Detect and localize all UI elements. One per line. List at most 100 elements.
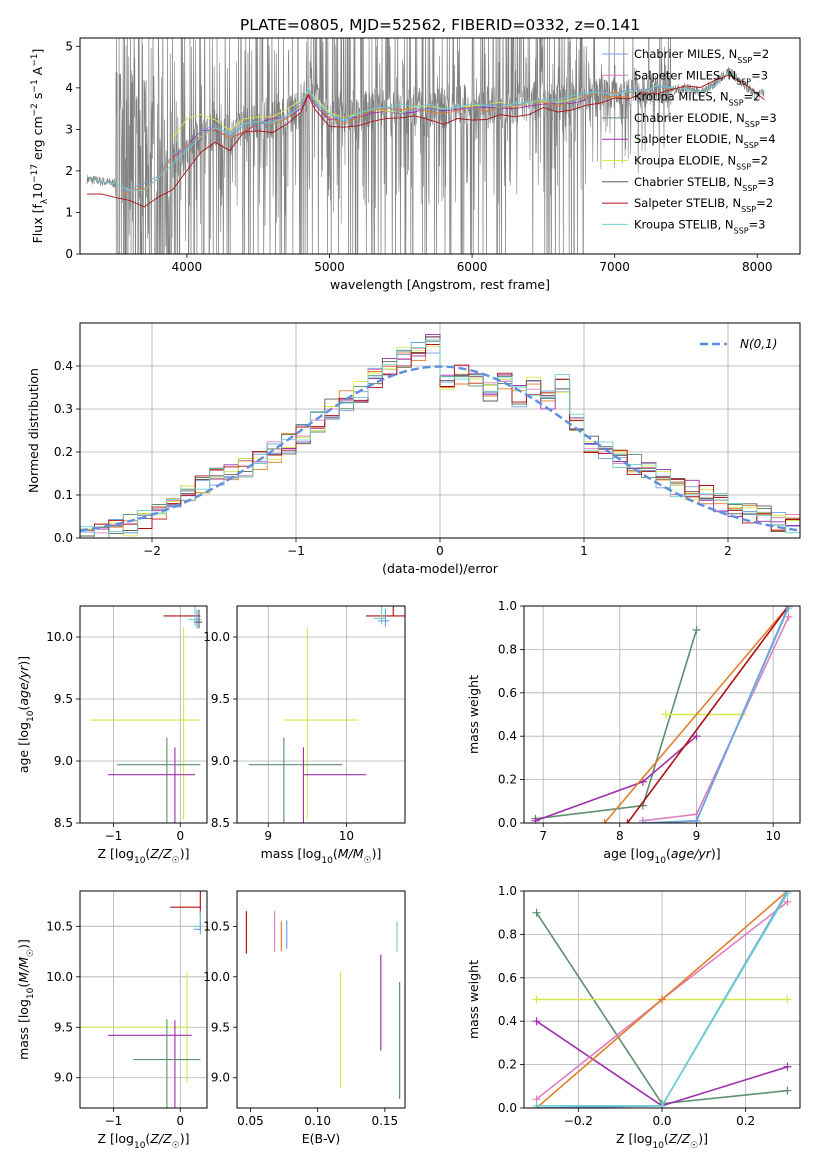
x-tick-label: 9	[264, 829, 272, 843]
x-tick-label: −0.2	[564, 1114, 593, 1128]
axes-mass_vs_ebv: 0.05 0.10 0.15 9.0 9.5 10.0 10.5 E(B-V)	[203, 890, 406, 1146]
legend-label: Chabrier MILES, NSSP=2	[634, 47, 769, 65]
x-tick-label: 8000	[742, 260, 773, 274]
x-axis-label: wavelength [Angstrom, rest frame]	[330, 277, 550, 292]
x-tick-label: 0	[436, 544, 444, 558]
y-tick-label: 1.0	[498, 599, 517, 613]
axes-frame	[79, 605, 208, 824]
y-tick-label: 0.8	[498, 642, 517, 656]
axes-age_vs_Z: −1 0 8.5 9.0 9.5 10.0 Z [log10(Z/Z☉)] age [log1…	[16, 605, 208, 866]
data-marker	[638, 819, 647, 823]
y-tick-label: 10.0	[46, 970, 73, 984]
axes-massweight_vs_age: 7 8 9 10 0.0 0.2 0.4 0.6 0.8 1.0 age [log10(age/yr…	[466, 599, 801, 866]
y-tick-label: 9.0	[54, 754, 73, 768]
y-tick-label: 10.0	[46, 630, 73, 644]
y-tick-label: 0.2	[54, 445, 73, 459]
axes-frame	[79, 37, 801, 255]
data-marker	[783, 1086, 792, 1095]
mass_vs_Z-plot-area	[80, 891, 201, 1108]
x-tick-label: 0.15	[371, 1114, 398, 1128]
age_vs_mass-plot-area	[248, 606, 405, 823]
legend-label: Kroupa STELIB, NSSP=3	[634, 217, 765, 235]
axes-frame	[236, 605, 406, 824]
data-marker	[531, 816, 540, 823]
y-tick-label: 9.5	[54, 692, 73, 706]
x-tick-label: 8	[616, 829, 624, 843]
massweight_vs_Z-plot-area	[532, 891, 792, 1108]
data-marker	[661, 710, 670, 719]
y-tick-label: 0.6	[498, 971, 517, 985]
model-spectrum	[87, 74, 765, 208]
axes-frame	[523, 605, 801, 824]
y-axis-label: mass [log10(M/M☉)]	[16, 939, 36, 1060]
axes-spectrum: 4000 5000 6000 7000 8000 0 1 2 3 4 5 wavelength [An…	[30, 37, 801, 292]
x-axis-label: Z [log10(Z/Z☉)]	[98, 1131, 190, 1151]
x-tick-label: −2	[143, 544, 161, 558]
y-tick-label: 2	[65, 164, 73, 178]
legend: N(0,1)	[700, 337, 777, 351]
x-tick-label: 7	[539, 829, 547, 843]
y-axis-label: Flux [fλ10−17 erg cm−2 s−1 A−1]	[30, 49, 50, 244]
y-tick-label: 10.5	[46, 919, 73, 933]
data-marker	[784, 612, 793, 621]
axes-frame	[236, 890, 406, 1109]
y-tick-label: 9.0	[54, 1071, 73, 1085]
mass-weight-line	[626, 606, 790, 823]
data-marker	[532, 1101, 541, 1108]
x-tick-label: 0	[176, 829, 184, 843]
y-tick-label: 9.5	[211, 692, 230, 706]
x-tick-label: −1	[105, 829, 123, 843]
x-tick-label: 0	[176, 1114, 184, 1128]
mass-weight-line	[642, 616, 790, 822]
legend-label: Chabrier ELODIE, NSSP=3	[634, 111, 777, 128]
x-axis-label: Z [log10(Z/Z☉)]	[98, 846, 190, 866]
data-marker	[623, 819, 632, 823]
x-tick-label: 0.05	[237, 1114, 264, 1128]
y-tick-label: 10.0	[203, 630, 230, 644]
axes-frame	[523, 890, 801, 1109]
legend-label: Chabrier STELIB, NSSP=3	[634, 175, 774, 193]
x-tick-label: 7000	[599, 260, 630, 274]
y-tick-label: 0.0	[54, 531, 73, 545]
y-tick-label: 3	[65, 122, 73, 136]
y-tick-label: 1.0	[498, 884, 517, 898]
data-marker	[783, 995, 792, 1004]
model-spectrum	[122, 85, 672, 193]
data-marker	[532, 1017, 541, 1026]
axes-mass_vs_Z: −1 0 9.0 9.5 10.0 10.5 Z [log10(Z/Z☉)] mass [lo…	[16, 890, 208, 1151]
figure-title: PLATE=0805, MJD=52562, FIBERID=0332, z=0…	[240, 16, 640, 34]
y-tick-label: 5	[65, 39, 73, 53]
x-tick-label: 5000	[314, 260, 345, 274]
y-tick-label: 10.5	[203, 919, 230, 933]
model-spectrum	[86, 70, 765, 191]
x-tick-label: 2	[724, 544, 732, 558]
y-tick-label: 0	[65, 247, 73, 261]
y-tick-label: 0.4	[498, 729, 517, 743]
x-tick-label: −1	[287, 544, 305, 558]
data-marker	[692, 732, 701, 741]
x-tick-label: 0.10	[304, 1114, 331, 1128]
y-tick-label: 9.0	[211, 754, 230, 768]
age_vs_Z-plot-area	[90, 606, 203, 823]
axes-age_vs_mass: 9 10 8.5 9.0 9.5 10.0 mass [log10(M/M☉)]	[203, 605, 406, 866]
x-tick-label: 10	[766, 829, 781, 843]
data-marker	[600, 819, 609, 823]
legend-label: Kroupa MILES, NSSP=2	[634, 90, 760, 108]
y-axis-label: age [log10(age/yr)]	[16, 656, 36, 773]
observed-spectrum	[86, 38, 765, 254]
normal-curve	[80, 365, 800, 532]
axes-frame	[79, 322, 801, 539]
massweight_vs_age-plot-area	[531, 606, 793, 823]
y-tick-label: 0.1	[54, 488, 73, 502]
y-tick-label: 9.5	[54, 1020, 73, 1034]
data-marker	[783, 891, 792, 898]
x-tick-label: 4000	[172, 260, 203, 274]
y-tick-label: 0.0	[498, 816, 517, 830]
mass-weight-line	[535, 629, 698, 820]
y-tick-label: 0.8	[498, 927, 517, 941]
legend-label: Salpeter STELIB, NSSP=2	[634, 196, 773, 214]
data-marker	[784, 606, 793, 610]
legend-label: N(0,1)	[740, 337, 777, 351]
residual-histogram	[80, 339, 800, 538]
